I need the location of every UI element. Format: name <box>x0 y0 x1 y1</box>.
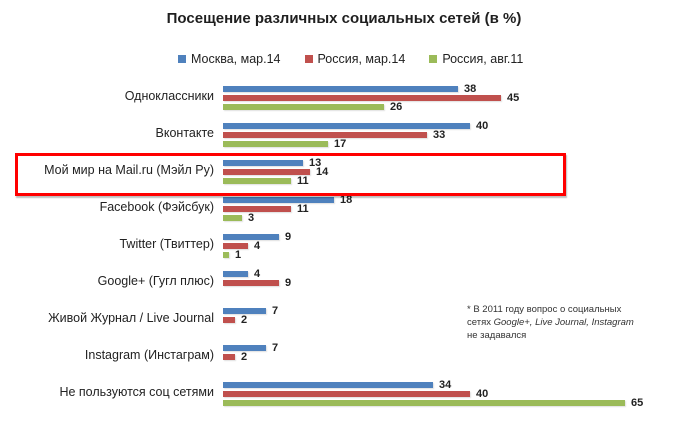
bar-value-label: 9 <box>285 231 292 243</box>
bar <box>223 308 266 314</box>
legend-item: Россия, мар.14 <box>304 52 406 66</box>
legend-swatch <box>304 55 313 63</box>
bar <box>223 86 458 92</box>
bar-value-label: 11 <box>297 175 309 187</box>
category-label: Facebook (Фэйсбук) <box>99 200 214 214</box>
bar <box>223 141 328 147</box>
bar-value-label: 1 <box>235 249 242 261</box>
bar-value-label: 40 <box>476 120 489 132</box>
bar-value-label: 17 <box>334 138 347 150</box>
bar <box>223 197 334 203</box>
bar <box>223 280 279 286</box>
bar-value-label: 4 <box>254 240 261 252</box>
legend-item: Россия, авг.11 <box>429 52 523 66</box>
category-label: Живой Журнал / Live Journal <box>48 311 214 325</box>
bar-value-label: 7 <box>272 342 279 354</box>
bar-value-label: 33 <box>433 129 446 141</box>
footnote-italic-networks: Google+, Live Journal, Instagram <box>493 317 634 328</box>
bar <box>223 95 501 101</box>
bar-value-label: 34 <box>439 379 452 391</box>
legend-item: Москва, мар.14 <box>178 52 281 66</box>
footnote-line-2: сетях Google+, Live Journal, Instagram <box>467 317 634 328</box>
bar-value-label: 18 <box>340 194 353 206</box>
bar <box>223 400 625 406</box>
bar-value-label: 14 <box>316 166 329 178</box>
bar-value-label: 3 <box>248 212 255 224</box>
chart-title: Посещение различных социальных сетей (в … <box>166 10 522 27</box>
legend-label: Россия, авг.11 <box>442 52 524 66</box>
bar <box>223 104 384 110</box>
category-label: Instagram (Инстаграм) <box>84 348 214 362</box>
legend-label: Россия, мар.14 <box>317 52 406 66</box>
bar-value-label: 38 <box>464 83 477 95</box>
highlight-box <box>15 153 566 196</box>
category-label: Мой мир на Mail.ru (Мэйл Ру) <box>44 163 214 177</box>
category-label: Вконтакте <box>155 126 214 140</box>
category-label: Не пользуются соц сетями <box>59 385 214 399</box>
bar <box>223 382 433 388</box>
category-label: Twitter (Твиттер) <box>119 237 214 251</box>
bar-value-label: 9 <box>285 277 292 289</box>
bar <box>223 391 470 397</box>
bar-value-label: 4 <box>254 268 261 280</box>
chart-legend: Москва, мар.14 Россия, мар.14 Россия, авг.… <box>178 52 523 66</box>
category-label: Одноклассники <box>124 89 214 103</box>
bar-value-label: 11 <box>297 203 309 215</box>
bar <box>223 132 427 138</box>
bar <box>223 178 291 184</box>
bar-value-label: 45 <box>507 92 520 104</box>
bar <box>223 123 470 129</box>
bar <box>223 169 310 175</box>
bar-value-label: 40 <box>476 388 489 400</box>
bar <box>223 317 235 323</box>
bar-value-label: 7 <box>272 305 279 317</box>
footnote-line-1: * В 2011 году вопрос о социальных <box>467 304 622 315</box>
legend-swatch <box>178 55 186 63</box>
bar-value-label: 13 <box>309 157 322 169</box>
bar <box>223 234 279 240</box>
bar-value-label: 2 <box>241 351 248 363</box>
category-label: Google+ (Гугл плюс) <box>97 274 214 288</box>
bar-value-label: 2 <box>241 314 248 326</box>
bar <box>223 160 303 166</box>
bar <box>223 354 235 360</box>
bar <box>223 345 266 351</box>
bar <box>223 252 229 258</box>
legend-swatch <box>429 55 438 63</box>
footnote-line-3: не задавался <box>467 330 527 341</box>
bar <box>223 215 242 221</box>
bar <box>223 243 248 249</box>
bar-value-label: 26 <box>390 101 403 113</box>
bar <box>223 271 248 277</box>
bar-value-label: 65 <box>631 397 644 409</box>
bar <box>223 206 291 212</box>
legend-label: Москва, мар.14 <box>191 52 281 66</box>
footnote: * В 2011 году вопрос о социальных сетях … <box>467 303 634 342</box>
